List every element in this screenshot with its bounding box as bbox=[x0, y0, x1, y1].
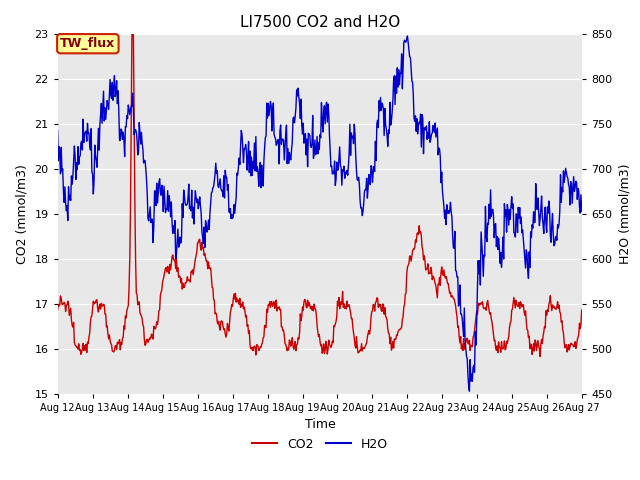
X-axis label: Time: Time bbox=[305, 418, 335, 431]
Text: TW_flux: TW_flux bbox=[60, 37, 115, 50]
Legend: CO2, H2O: CO2, H2O bbox=[247, 433, 393, 456]
Y-axis label: H2O (mmol/m3): H2O (mmol/m3) bbox=[618, 163, 631, 264]
Title: LI7500 CO2 and H2O: LI7500 CO2 and H2O bbox=[240, 15, 400, 30]
Y-axis label: CO2 (mmol/m3): CO2 (mmol/m3) bbox=[16, 164, 29, 264]
